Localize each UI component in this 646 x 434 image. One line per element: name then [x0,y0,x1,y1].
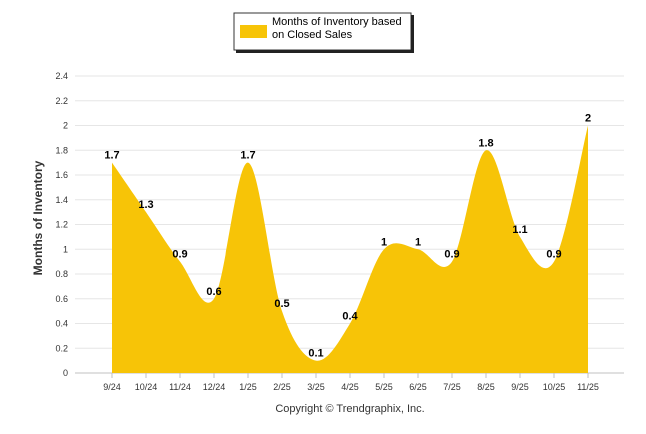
y-tick-label: 2 [63,121,68,131]
data-label: 1.7 [104,150,119,162]
x-tick-label: 3/25 [307,382,325,392]
x-tick-label: 1/25 [239,382,257,392]
y-tick-label: 1.4 [55,195,68,205]
data-label: 0.1 [308,348,323,360]
x-tick-label: 8/25 [477,382,495,392]
legend-label-line2: on Closed Sales [272,29,353,41]
data-label: 0.9 [546,249,561,261]
x-tick-label: 6/25 [409,382,427,392]
x-tick-label: 5/25 [375,382,393,392]
y-tick-label: 1 [63,244,68,254]
data-label: 0.5 [274,298,289,310]
copyright-footer: Copyright © Trendgraphix, Inc. [275,403,424,415]
x-tick-label: 12/24 [203,382,226,392]
data-label: 0.9 [172,249,187,261]
x-tick-label: 9/25 [511,382,529,392]
y-axis-title: Months of Inventory [31,160,45,275]
x-tick-label: 2/25 [273,382,291,392]
y-axis-tick-labels: 0 0.2 0.4 0.6 0.8 1 1.2 1.4 1.6 1.8 2 2.2 2.4 [55,71,68,378]
y-tick-label: 0.6 [55,294,68,304]
y-tick-label: 0.2 [55,343,68,353]
x-tick-label: 11/24 [169,382,191,392]
legend-shadow-bottom [236,50,414,53]
data-label: 0.4 [342,311,358,323]
data-label: 0.9 [444,249,459,261]
y-tick-label: 0.4 [55,319,68,329]
y-tick-label: 0.8 [55,269,68,279]
y-tick-label: 2.4 [55,71,68,81]
data-labels: 1.7 1.3 0.9 0.6 1.7 0.5 0.1 0.4 1 1 0.9 1.8 1.1 0.9 2 [104,113,591,360]
legend-shadow-right [411,15,414,52]
data-label: 1.7 [240,150,255,162]
data-label: 0.6 [206,286,221,298]
x-tick-label: 10/25 [543,382,566,392]
x-tick-label: 11/25 [577,382,599,392]
y-tick-label: 0 [63,368,68,378]
data-label: 1.1 [512,224,527,236]
y-tick-label: 1.2 [55,220,68,230]
legend: Months of Inventory based on Closed Sale… [233,12,414,53]
data-label: 1.3 [138,199,153,211]
area-series [112,125,588,373]
area-series-fill [112,125,588,373]
legend-label-line1: Months of Inventory based [272,16,402,28]
x-tick-label: 9/24 [103,382,121,392]
x-axis-tick-labels: 9/24 10/24 11/24 12/24 1/25 2/25 3/25 4/25 5/25 6… [103,373,599,392]
data-label: 2 [585,113,591,125]
y-tick-label: 1.6 [55,170,68,180]
x-tick-label: 7/25 [443,382,461,392]
data-label: 1 [415,236,421,248]
y-tick-label: 2.2 [55,96,68,106]
y-tick-label: 1.8 [55,145,68,155]
legend-swatch [240,25,267,38]
x-tick-label: 10/24 [135,382,158,392]
data-label: 1 [381,236,387,248]
data-label: 1.8 [478,137,493,149]
x-tick-label: 4/25 [341,382,359,392]
